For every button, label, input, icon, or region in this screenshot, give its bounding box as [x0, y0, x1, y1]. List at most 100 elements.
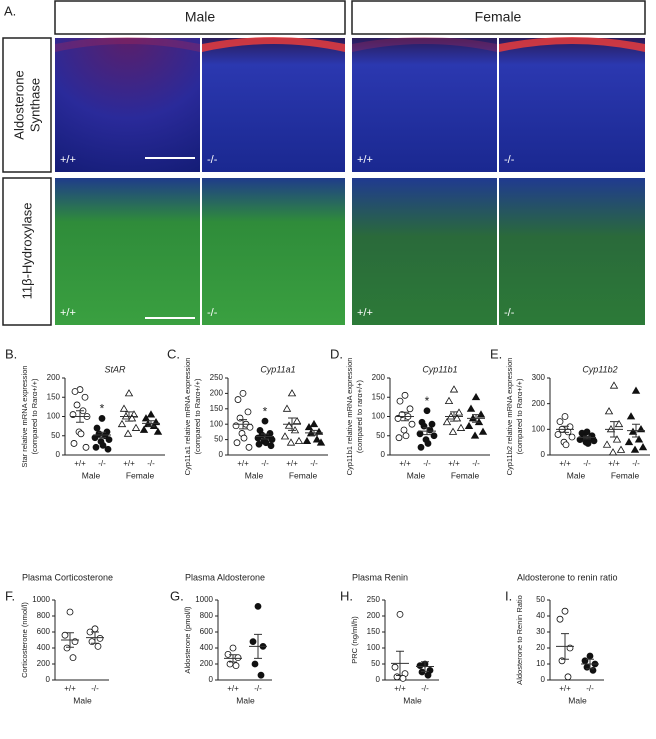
x-tick-label: -/-	[310, 459, 318, 468]
data-point	[634, 435, 644, 443]
y-tick-label: 100	[372, 412, 386, 421]
data-point	[262, 439, 270, 447]
data-point	[245, 443, 253, 451]
data-point	[568, 433, 576, 441]
data-point	[556, 418, 564, 426]
data-point	[312, 435, 322, 443]
sem-bar	[586, 658, 594, 670]
data-point	[424, 671, 432, 679]
genotype-label: +/+	[60, 307, 76, 319]
y-tick-label: 50	[214, 435, 223, 444]
x-group-label: Female	[126, 470, 155, 480]
data-point	[428, 420, 436, 428]
genotype-label: -/-	[504, 307, 515, 319]
x-group-label: Male	[407, 470, 426, 480]
x-tick-label: -/-	[421, 684, 429, 693]
data-point	[254, 603, 262, 610]
data-point	[309, 419, 319, 428]
column-header-box	[351, 0, 646, 35]
data-point	[316, 438, 326, 446]
y-axis-label: (compared to Rarα+/+)	[193, 378, 202, 455]
x-tick-label: +/+	[559, 684, 571, 693]
stain-zone	[352, 37, 497, 52]
plot-title: Plasma Aldosterone	[185, 572, 265, 582]
y-tick-label: 300	[532, 373, 546, 382]
sem-bar	[229, 654, 237, 663]
data-point	[77, 430, 85, 438]
sem-bar	[561, 425, 569, 433]
data-point	[286, 438, 296, 446]
data-point	[105, 436, 113, 444]
x-tick-label: +/+	[608, 459, 620, 468]
data-point	[418, 668, 426, 676]
x-group-label: Male	[73, 695, 92, 705]
data-point	[93, 424, 101, 432]
data-point	[257, 671, 265, 679]
data-point	[423, 407, 431, 415]
stain-zone	[499, 37, 645, 52]
data-point	[430, 432, 438, 440]
x-group-label: Male	[568, 695, 587, 705]
y-tick-label: 0	[381, 450, 386, 459]
y-tick-label: 200	[200, 659, 214, 668]
data-point	[292, 416, 302, 425]
y-tick-label: 100	[47, 412, 61, 421]
data-point	[280, 432, 290, 440]
y-tick-label: 0	[46, 675, 51, 684]
data-point	[638, 443, 648, 451]
y-axis-label: Cyp11a1 relative mRNA expression	[183, 358, 192, 476]
data-point	[464, 421, 474, 430]
data-point	[302, 436, 312, 445]
data-point	[234, 396, 242, 403]
data-point	[96, 635, 104, 642]
y-tick-label: 250	[367, 595, 381, 604]
y-tick-label: 20	[536, 643, 545, 652]
y-tick-label: 40	[536, 611, 545, 620]
significance: *	[100, 402, 105, 416]
data-point	[70, 440, 78, 447]
y-axis-label: (compared to Rarα+/+)	[515, 378, 524, 455]
y-tick-label: 50	[51, 431, 60, 440]
data-point	[604, 407, 614, 415]
x-group-label: Male	[236, 695, 255, 705]
y-axis-label: Cyp11b2 relative mRNA expression	[505, 358, 514, 476]
y-axis-label: Cyp11b1 relative mRNA expression	[345, 358, 354, 476]
data-point	[61, 631, 69, 639]
data-point	[630, 445, 640, 453]
data-point	[66, 608, 74, 616]
data-point	[401, 391, 409, 399]
data-point	[416, 662, 424, 669]
panel-label: E.	[490, 346, 502, 361]
data-point	[99, 441, 107, 449]
data-point	[391, 663, 399, 671]
x-tick-label: -/-	[423, 459, 431, 468]
x-tick-label: +/+	[394, 684, 406, 693]
x-tick-label: +/+	[237, 459, 249, 468]
x-tick-label: +/+	[74, 459, 86, 468]
data-point	[561, 607, 569, 615]
y-tick-label: 200	[372, 373, 386, 382]
sem-bar	[76, 410, 84, 423]
data-point	[246, 423, 254, 431]
data-point	[456, 423, 466, 431]
panel-label: A.	[4, 3, 16, 18]
sem-bar	[125, 411, 133, 422]
micrographs: +/+ -/- +/+ -/- +/+ -/- +/+ -/-	[55, 37, 645, 325]
sem-bar	[610, 421, 618, 438]
x-group-label: Male	[567, 470, 586, 480]
data-point	[249, 638, 257, 645]
y-axis-label: Corticosterone (nmol/l)	[20, 602, 29, 678]
y-tick-label: 0	[376, 675, 381, 684]
data-point	[402, 432, 410, 440]
y-axis-label: PRC (ng/ml/h)	[350, 616, 359, 664]
y-tick-label: 200	[47, 373, 61, 382]
data-point	[584, 440, 592, 447]
sem-bar	[583, 435, 591, 440]
data-point	[614, 419, 624, 428]
data-point	[234, 654, 242, 661]
data-point	[393, 673, 401, 681]
data-point	[239, 389, 247, 397]
data-point	[470, 431, 480, 439]
column-header: Male	[185, 9, 216, 25]
column-header: Female	[475, 9, 522, 25]
